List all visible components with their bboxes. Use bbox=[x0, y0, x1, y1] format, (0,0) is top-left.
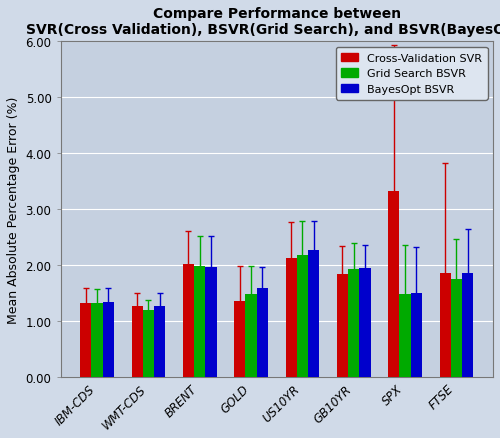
Bar bbox=[246, 295, 257, 378]
Bar bbox=[411, 293, 422, 378]
Bar bbox=[297, 255, 308, 378]
Bar bbox=[80, 303, 92, 378]
Bar bbox=[388, 192, 400, 378]
Bar bbox=[103, 302, 114, 378]
Legend: Cross-Validation SVR, Grid Search BSVR, BayesOpt BSVR: Cross-Validation SVR, Grid Search BSVR, … bbox=[336, 48, 488, 100]
Bar bbox=[206, 267, 216, 378]
Bar bbox=[92, 303, 103, 378]
Bar bbox=[348, 270, 360, 378]
Bar bbox=[154, 306, 166, 378]
Bar bbox=[286, 258, 297, 378]
Bar bbox=[308, 250, 320, 378]
Bar bbox=[257, 288, 268, 378]
Bar bbox=[400, 295, 411, 378]
Bar bbox=[194, 267, 205, 378]
Y-axis label: Mean Absolute Percentage Error (%): Mean Absolute Percentage Error (%) bbox=[7, 96, 20, 323]
Bar bbox=[451, 279, 462, 378]
Bar bbox=[360, 268, 370, 378]
Bar bbox=[440, 273, 451, 378]
Title: Compare Performance between
SVR(Cross Validation), BSVR(Grid Search), and BSVR(B: Compare Performance between SVR(Cross Va… bbox=[26, 7, 500, 37]
Bar bbox=[337, 274, 348, 378]
Bar bbox=[234, 301, 245, 378]
Bar bbox=[143, 311, 154, 378]
Bar bbox=[132, 306, 143, 378]
Bar bbox=[183, 265, 194, 378]
Bar bbox=[462, 273, 473, 378]
